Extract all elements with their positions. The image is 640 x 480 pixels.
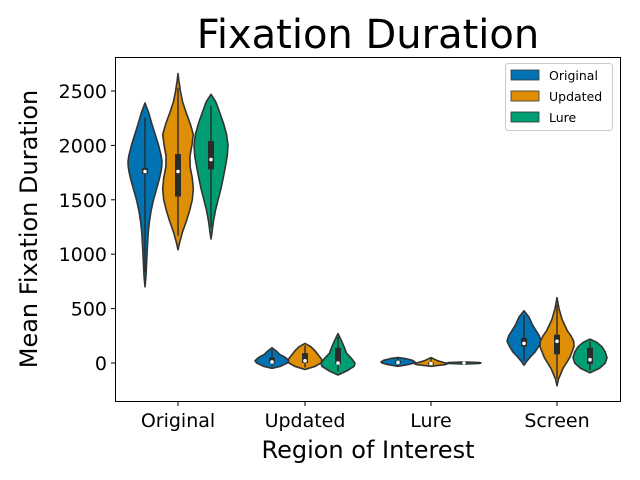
iqr-box	[335, 347, 341, 365]
x-axis-label: Region of Interest	[261, 436, 474, 464]
violin-original-lure	[380, 356, 416, 368]
x-tick-label: Screen	[524, 410, 589, 432]
violin-lure-original	[193, 93, 229, 240]
violin-lure-updated	[320, 332, 356, 376]
violin-updated-screen	[539, 296, 575, 387]
violin-updated-updated	[287, 342, 323, 371]
iqr-box	[587, 347, 593, 365]
legend-label: Updated	[549, 89, 602, 104]
violin-lure-lure	[446, 361, 482, 365]
y-tick-label: 2500	[59, 81, 107, 103]
legend-swatch	[510, 69, 540, 81]
median-point	[176, 169, 180, 174]
legend: Original Updated Lure	[505, 63, 613, 131]
violin-original-screen	[506, 309, 542, 367]
x-tick-label: Original	[141, 410, 215, 432]
x-tick-label: Lure	[410, 410, 451, 432]
iqr-box	[302, 353, 308, 363]
y-axis-label: Mean Fixation Duration	[15, 90, 43, 369]
median-point	[209, 157, 213, 162]
legend-swatch	[510, 90, 540, 102]
x-tick-label: Updated	[265, 410, 346, 432]
median-point	[429, 361, 433, 366]
chart-title: Fixation Duration	[197, 12, 539, 58]
violin-original-original	[127, 102, 163, 288]
y-tick-label: 1000	[59, 244, 107, 266]
median-point	[270, 360, 274, 364]
legend-label: Original	[549, 68, 598, 83]
violin-lure-screen	[572, 338, 608, 374]
iqr-box	[554, 334, 560, 355]
median-point	[336, 361, 340, 365]
median-point	[588, 357, 592, 362]
legend-label: Lure	[549, 110, 577, 125]
y-tick-label: 1500	[59, 190, 107, 212]
median-point	[303, 359, 307, 363]
plot-frame	[115, 57, 621, 402]
y-tick-label: 500	[71, 299, 107, 321]
median-point	[396, 360, 400, 365]
y-tick-label: 0	[95, 353, 107, 375]
violin-updated-original	[161, 72, 195, 251]
median-point	[462, 361, 466, 365]
iqr-box	[175, 154, 181, 197]
legend-swatch	[510, 111, 540, 123]
violin-updated-lure	[413, 356, 449, 368]
median-point	[143, 169, 147, 174]
violins-layer	[127, 72, 608, 387]
median-point	[555, 339, 559, 344]
ticks-layer: 0 500 1000 1500 2000 2500 Original Updated Lure S…	[59, 81, 590, 432]
violin-original-updated	[254, 346, 290, 370]
iqr-box	[208, 141, 214, 170]
median-point	[522, 341, 526, 346]
y-tick-label: 2000	[59, 135, 107, 157]
